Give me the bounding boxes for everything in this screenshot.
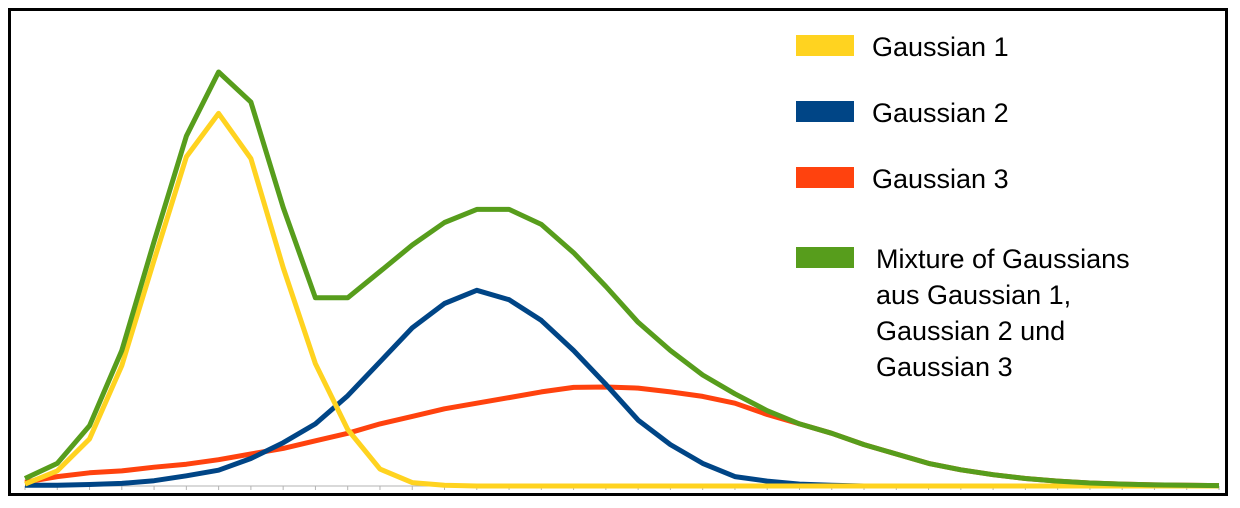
legend-item: Mixture of Gaussians aus Gaussian 1, Gauss… (796, 244, 1130, 382)
legend-label: Gaussian 3 (876, 352, 1013, 382)
legend-label: Gaussian 3 (872, 164, 1009, 194)
legend-item: Gaussian 3 (796, 164, 1009, 194)
series-group (23, 69, 1220, 489)
legend-swatch (796, 35, 854, 56)
series-line-mixture-of-gaussians (23, 69, 1220, 489)
legend-swatch (796, 167, 854, 188)
legend-label: Mixture of Gaussians (876, 244, 1130, 274)
legend-item: Gaussian 2 (796, 98, 1009, 128)
legend-label: Gaussian 1 (872, 32, 1009, 62)
series-line-gaussian-1 (24, 110, 1219, 489)
legend-item: Gaussian 1 (796, 32, 1009, 62)
legend-swatch (796, 101, 854, 122)
legend-label: Gaussian 2 und (876, 316, 1065, 346)
legend-swatch (796, 247, 854, 268)
legend-label: aus Gaussian 1, (876, 280, 1071, 310)
legend-label: Gaussian 2 (872, 98, 1009, 128)
